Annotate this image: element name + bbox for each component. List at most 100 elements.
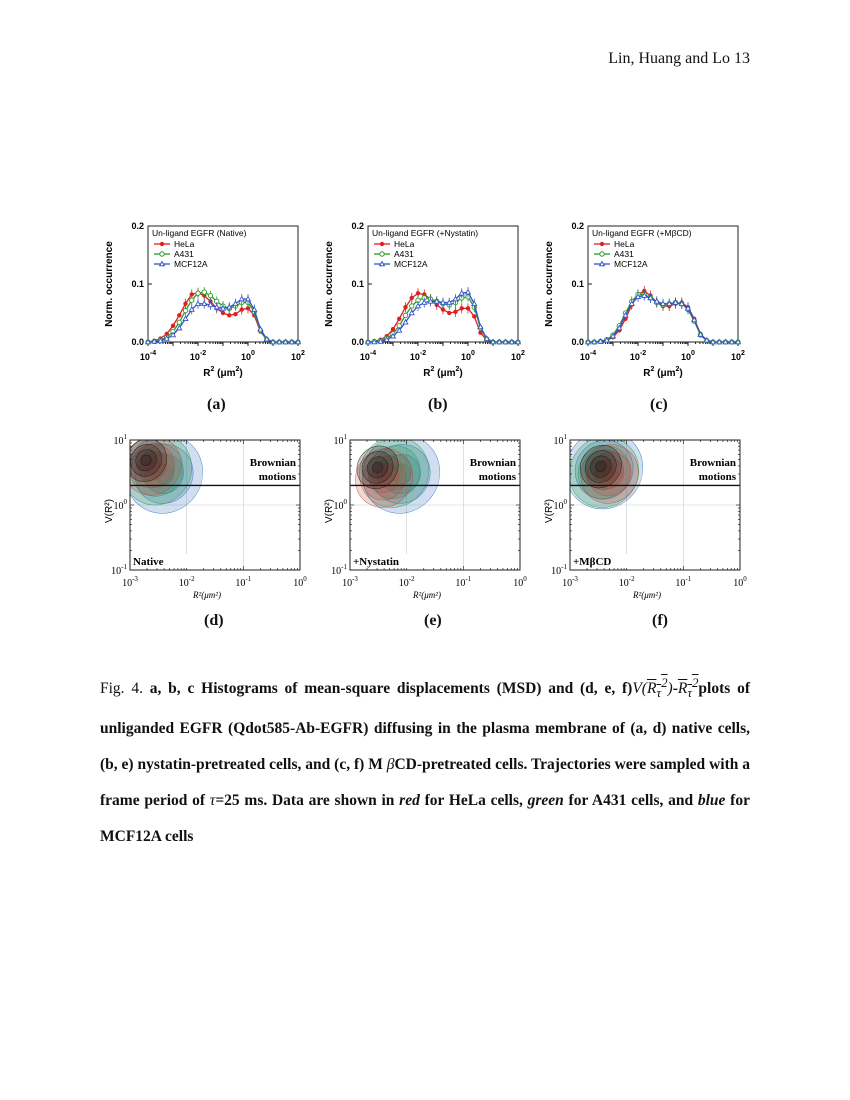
data-point — [453, 309, 458, 315]
y-axis-label: V(R²) — [544, 499, 555, 523]
caption-part6: for A431 cells, and — [563, 792, 698, 810]
y-tick-label: 0.1 — [351, 279, 364, 289]
legend-entry-hela: HeLa — [614, 239, 635, 249]
density-contour — [595, 459, 625, 489]
density-contour — [137, 450, 168, 481]
x-tick-label: 102 — [731, 350, 745, 362]
x-tick-label: 100 — [293, 575, 307, 589]
data-point — [201, 289, 207, 295]
data-point — [697, 331, 704, 337]
density-contour — [590, 455, 612, 478]
y-axis-label: Norm. occurrence — [324, 241, 335, 327]
x-axis-label: R2 (μm2) — [203, 366, 243, 379]
legend-entry-mcf12a: MCF12A — [614, 259, 648, 269]
data-point — [251, 306, 258, 312]
data-point — [409, 295, 414, 301]
x-tick-label: 100 — [733, 575, 747, 589]
legend-entry-a431: A431 — [394, 249, 414, 259]
data-point — [616, 324, 623, 331]
data-point — [703, 336, 710, 343]
data-point — [169, 331, 177, 338]
x-tick-label: 10-2 — [619, 575, 635, 589]
data-point — [591, 338, 598, 345]
y-tick-label: 101 — [554, 433, 568, 447]
data-point — [678, 300, 685, 306]
density-contour — [376, 470, 392, 486]
data-point — [288, 338, 295, 345]
caption-part7: for MCF12A cells — [100, 792, 750, 846]
legend-entry-hela: HeLa — [174, 239, 195, 249]
y-axis-label: Norm. occurrence — [544, 241, 555, 327]
brownian-label: Brownian — [470, 457, 516, 469]
density-contour — [366, 456, 389, 479]
caption-math-r: Rτ2 — [677, 675, 699, 701]
data-point — [182, 308, 189, 314]
data-point — [389, 332, 397, 339]
density-contour — [595, 460, 607, 473]
x-axis-label: R²(μm²) — [192, 590, 221, 600]
legend-entry-mcf12a: MCF12A — [174, 259, 208, 269]
caption-part4: =25 ms. Data are shown in — [215, 792, 400, 810]
condition-label: +Nystatin — [353, 556, 399, 568]
caption-part2: plots of unliganded EGFR (Qdot585-Ab-EGF… — [100, 680, 750, 774]
x-tick-label: 10-4 — [360, 350, 376, 362]
data-point — [478, 330, 483, 335]
density-contour — [359, 440, 430, 508]
legend-marker — [599, 251, 605, 257]
data-point — [514, 338, 522, 345]
legend-marker — [378, 260, 386, 267]
data-point — [641, 292, 648, 298]
legend-title: Un-ligand EGFR (+Nystatin) — [372, 228, 478, 238]
density-contours — [355, 440, 441, 514]
condition-label-bg — [131, 554, 187, 568]
y-tick-label: 0.1 — [571, 279, 584, 289]
data-point — [408, 309, 415, 316]
data-point — [672, 299, 679, 305]
caption-fig-label: Fig. 4. — [100, 680, 143, 698]
data-point — [213, 303, 220, 310]
x-tick-label: 102 — [511, 350, 525, 362]
data-point — [182, 315, 189, 322]
x-axis-label: R²(μm²) — [412, 590, 441, 600]
legend-entry-hela: HeLa — [394, 239, 415, 249]
data-point — [584, 338, 592, 345]
data-point — [219, 304, 227, 311]
y-tick-label: 100 — [114, 498, 128, 512]
y-tick-label: 100 — [334, 498, 348, 512]
caption-part5: for HeLa cells, — [419, 792, 528, 810]
panel-label-b: (b) — [428, 396, 448, 413]
panel-label-d: (d) — [204, 612, 224, 629]
data-point — [195, 290, 201, 296]
x-tick-label: 10-4 — [140, 350, 156, 362]
motions-label: motions — [699, 471, 737, 483]
density-contour — [372, 461, 383, 473]
data-point — [390, 327, 396, 332]
panel-label-a: (a) — [207, 396, 226, 413]
data-point — [226, 303, 233, 310]
x-axis-label: R2 (μm2) — [423, 366, 463, 379]
data-point — [183, 301, 188, 306]
data-point — [465, 306, 471, 311]
data-point — [227, 313, 232, 318]
data-point — [144, 338, 152, 345]
data-point — [364, 338, 372, 345]
histogram-c: 0.0 0.1 0.2 10-4 10-2 100 102 Norm. occurrence R… — [544, 221, 745, 379]
data-point — [377, 337, 384, 344]
y-tick-label: 100 — [554, 498, 568, 512]
data-point — [421, 299, 428, 305]
x-tick-label: 10-2 — [630, 350, 646, 362]
caption-green: green — [527, 792, 564, 810]
data-point — [151, 337, 158, 344]
data-point — [402, 318, 409, 325]
y-tick-label: 101 — [114, 433, 128, 447]
brownian-label: Brownian — [690, 457, 736, 469]
density-contour — [135, 449, 157, 472]
density-contours — [570, 440, 644, 510]
caption-blue: blue — [697, 792, 726, 810]
data-point — [188, 306, 195, 312]
data-point — [471, 300, 478, 306]
data-point — [508, 338, 515, 345]
data-point — [609, 332, 617, 339]
